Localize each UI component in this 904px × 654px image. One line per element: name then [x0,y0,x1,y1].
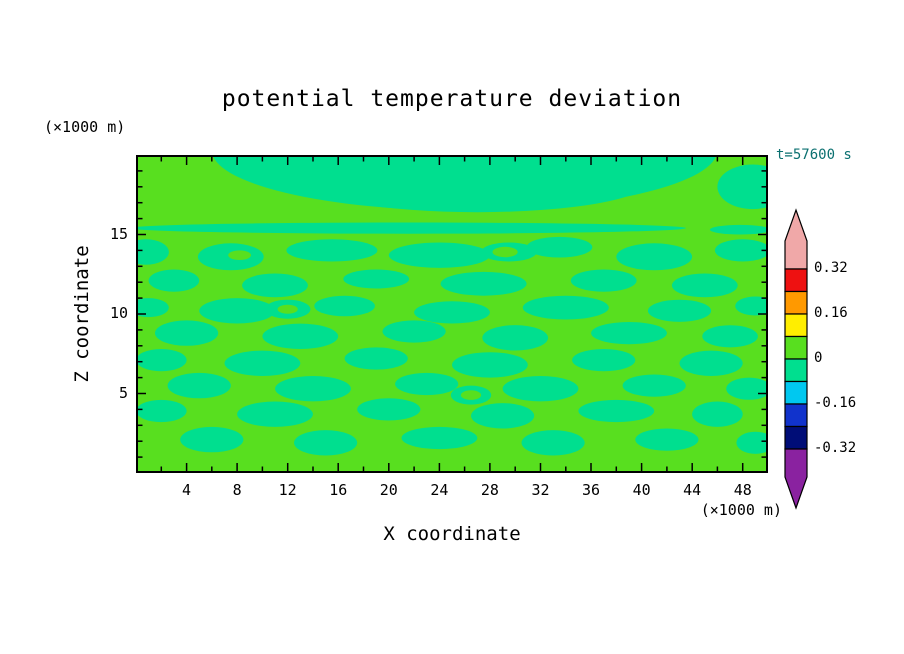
negative-contour-region [702,325,758,348]
negative-contour-region [382,320,446,343]
negative-contour-region [578,399,655,423]
negative-contour-region [570,269,637,292]
positive-contour-hole [228,250,251,260]
negative-contour-region [180,426,244,453]
y-axis-unit-label: (×1000 m) [44,118,126,136]
x-tick-label: 16 [329,481,348,499]
negative-contour-region [717,164,768,210]
negative-contour-region [679,350,743,376]
negative-contour-region [343,269,410,289]
negative-contour-region [199,298,275,324]
negative-contour-region [401,426,478,450]
x-tick-label: 12 [278,481,297,499]
z-tick-label: 10 [109,304,128,322]
colorbar-segment [784,403,808,428]
colorbar-label: 0.32 [814,260,848,276]
plot-frame [136,155,768,473]
negative-contour-region [357,398,421,421]
negative-contour-region [616,243,693,271]
colorbar-label: -0.16 [814,395,857,411]
negative-contour-region [388,242,490,268]
negative-contour-region [155,320,219,346]
negative-contour-region [237,401,313,427]
negative-contour-region [736,431,768,454]
colorbar-segment [784,380,808,405]
negative-contour-region [414,301,490,324]
colorbar-segment [784,358,808,383]
colorbar-over-arrow [784,208,808,270]
negative-contour-region [306,155,648,213]
negative-contour-region [136,349,187,372]
x-axis-label: X coordinate [383,523,521,545]
colorbar-segment [784,290,808,315]
negative-contour-region [344,347,408,370]
negative-contour-region [452,352,528,378]
z-tick-label: 15 [109,224,128,243]
x-tick-label: 24 [430,481,449,499]
negative-contour-region [224,350,301,376]
z-tick-label: 5 [118,383,128,402]
negative-contour-region [692,401,743,427]
x-tick-label: 20 [379,481,398,499]
negative-contour-region [314,295,375,317]
time-label: t=57600 s [776,147,852,163]
negative-contour-region [440,271,527,296]
contour-plot [136,155,768,473]
negative-contour-region [294,430,358,456]
negative-contour-region [148,269,200,292]
negative-contour-region [709,224,768,235]
y-axis-label: Z coordinate [71,245,93,383]
x-tick-label: 8 [232,481,242,499]
colorbar-segment [784,335,808,360]
negative-contour-region [167,372,231,399]
negative-contour-region [286,239,378,262]
x-tick-label: 32 [531,481,550,499]
negative-contour-region [572,349,636,372]
positive-contour-hole [492,246,518,258]
negative-contour-region [262,323,339,349]
negative-contour-region [526,236,593,258]
negative-contour-region [521,430,585,456]
colorbar-label: 0.16 [814,305,848,321]
x-tick-label: 28 [480,481,499,499]
positive-contour-hole [460,390,482,400]
x-axis-unit-label: (×1000 m) [700,501,782,519]
negative-contour-region [635,428,699,451]
positive-contour-hole [277,304,298,314]
x-tick-label: 36 [582,481,601,499]
colorbar-label: 0 [814,350,823,366]
negative-contour-region [522,295,609,320]
x-tick-label: 48 [733,481,752,499]
negative-contour-region [735,296,768,316]
negative-contour-region [242,273,308,298]
negative-contour-region [275,376,351,402]
negative-contour-region [502,376,579,402]
colorbar-label: -0.32 [814,440,857,456]
negative-contour-region [395,372,459,396]
colorbar [784,208,808,510]
colorbar-segment [784,313,808,338]
x-tick-label: 4 [182,481,192,499]
negative-contour-region [726,377,768,400]
negative-contour-region [482,325,549,351]
x-tick-label: 44 [683,481,702,499]
plot-title: potential temperature deviation [221,86,683,112]
colorbar-segment [784,425,808,450]
negative-contour-region [647,299,712,322]
negative-contour-region [622,374,686,397]
negative-contour-region [136,222,686,234]
colorbar-under-arrow [784,448,808,510]
negative-contour-region [671,273,738,298]
negative-contour-region [136,239,169,265]
negative-contour-region [136,298,169,318]
colorbar-segment [784,268,808,293]
negative-contour-region [471,403,535,429]
negative-contour-region [136,399,187,423]
x-tick-label: 40 [632,481,651,499]
negative-contour-region [714,239,768,262]
negative-contour-region [591,322,667,345]
